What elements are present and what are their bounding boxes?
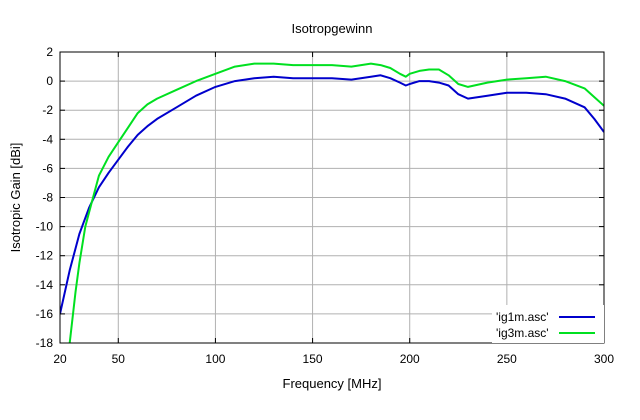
y-tick-label: -2 (42, 103, 53, 117)
x-tick-label: 20 (53, 352, 67, 366)
y-tick-label: -14 (36, 278, 54, 292)
y-tick-label: -18 (36, 336, 54, 350)
legend-background (492, 305, 604, 343)
grid (60, 52, 604, 343)
x-tick-label: 200 (400, 352, 420, 366)
x-tick-label: 150 (303, 352, 323, 366)
series-line-2 (68, 62, 604, 343)
y-tick-label: -12 (36, 249, 54, 263)
x-tick-label: 100 (205, 352, 225, 366)
y-tick-label: -6 (42, 161, 53, 175)
y-tick-label: -4 (42, 132, 53, 146)
legend: 'ig1m.asc' 'ig3m.asc' (492, 305, 604, 343)
series-layer (60, 62, 604, 343)
y-tick-label: 0 (46, 74, 53, 88)
series-line-1 (60, 74, 604, 315)
x-tick-label: 50 (112, 352, 126, 366)
chart-title: Isotropgewinn (292, 21, 373, 36)
x-axis-label: Frequency [MHz] (283, 376, 382, 391)
legend-label-2: 'ig3m.asc' (496, 326, 549, 340)
y-tick-label: -10 (36, 220, 54, 234)
ticks: 20 50 100 150 200 250 300-18-16-14-12-10-8-6-4… (36, 45, 615, 366)
x-tick-label: 250 (497, 352, 517, 366)
x-tick-label: 300 (594, 352, 614, 366)
legend-label-1: 'ig1m.asc' (496, 310, 549, 324)
y-tick-label: -8 (42, 191, 53, 205)
y-tick-label: 2 (46, 45, 53, 59)
y-tick-label: -16 (36, 307, 54, 321)
y-axis-label: Isotropic Gain [dBi] (8, 143, 23, 253)
